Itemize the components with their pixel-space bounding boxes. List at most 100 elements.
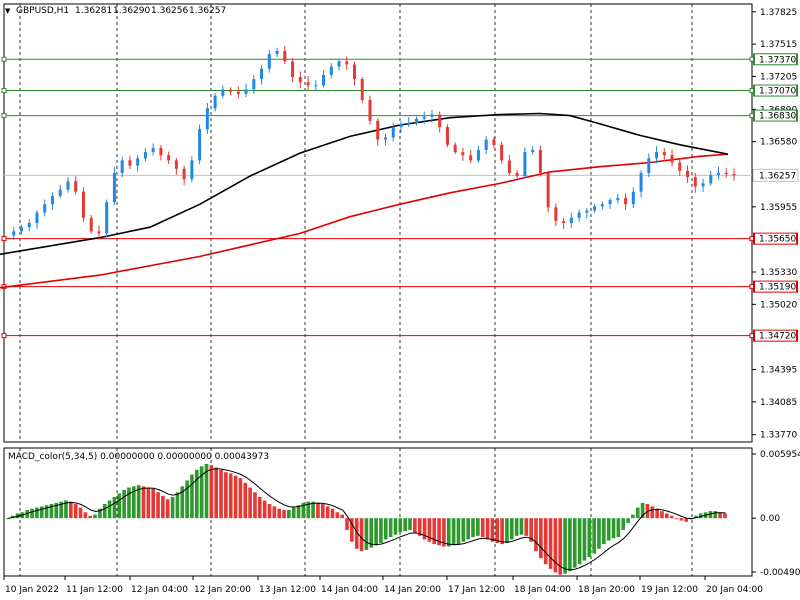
candle-body: [43, 204, 47, 213]
macd-bar: [524, 518, 529, 536]
macd-bar: [296, 505, 301, 519]
candle-body: [445, 127, 449, 145]
candle-body: [205, 108, 209, 130]
macd-bar: [224, 472, 228, 519]
macd-bar: [25, 509, 30, 519]
y-tick-label: 1.34085: [760, 398, 797, 408]
macd-bar: [490, 518, 495, 542]
header-symbol: GBPUSD,H1: [16, 6, 69, 16]
candle-body: [190, 160, 194, 180]
macd-bar: [684, 518, 689, 522]
macd-bar: [456, 518, 461, 545]
macd-bar: [568, 518, 572, 572]
macd-bar: [432, 518, 437, 545]
resistance-level-handle[interactable]: [1, 113, 7, 119]
macd-bar: [626, 518, 630, 523]
x-tick-label: 20 Jan 04:00: [706, 585, 763, 595]
macd-bar: [257, 496, 262, 519]
macd-bar: [325, 506, 330, 519]
macd-bar: [228, 473, 233, 519]
candle-body: [174, 160, 178, 169]
candle-body: [35, 212, 39, 223]
macd-bar: [413, 518, 417, 533]
candle-body: [678, 162, 682, 171]
macd-bar: [146, 487, 151, 519]
header-low: 1.36256: [151, 6, 188, 16]
support-level-handle[interactable]: [1, 333, 7, 339]
macd-bar: [83, 512, 88, 519]
macd-bar: [88, 515, 93, 519]
candle-body: [693, 177, 697, 187]
header-open: 1.36281: [75, 6, 112, 16]
macd-bar: [660, 511, 664, 519]
macd-bar: [631, 514, 635, 519]
macd-y-tick-label: -0.004906: [760, 568, 800, 578]
macd-bar: [175, 492, 180, 519]
macd-bar: [539, 518, 543, 559]
support-level-label-box: [755, 233, 796, 244]
resistance-level-handle[interactable]: [1, 88, 7, 94]
y-tick-label: 1.33770: [760, 431, 797, 441]
macd-bar: [330, 508, 335, 519]
candle-body: [337, 61, 341, 67]
candle-body: [476, 150, 480, 161]
resistance-level-label: 1.37070: [759, 87, 796, 97]
x-tick-label: 17 Jan 12:00: [448, 585, 505, 595]
candle-body: [252, 79, 256, 90]
candle-body: [136, 158, 140, 166]
support-level-handle[interactable]: [1, 236, 7, 242]
candle-body: [275, 50, 279, 55]
macd-bar: [446, 518, 451, 547]
y-tick-label: 1.37205: [760, 72, 797, 82]
header-collapse-icon[interactable]: ▼: [5, 7, 11, 15]
candle-body: [260, 68, 264, 80]
candle-body: [236, 91, 240, 94]
macd-bar: [272, 506, 277, 519]
candle-body: [701, 183, 705, 187]
candle-body: [345, 61, 349, 65]
candle-body: [546, 172, 550, 208]
candle-body: [639, 172, 643, 192]
macd-bar: [723, 513, 727, 519]
macd-bar: [718, 512, 722, 519]
candle-body: [647, 158, 651, 173]
candle-body: [221, 89, 225, 96]
candle-body: [50, 195, 54, 205]
macd-bar: [73, 504, 78, 519]
candle-body: [112, 172, 116, 203]
macd-bar: [102, 504, 107, 519]
macd-bar: [466, 518, 470, 540]
candle-body: [182, 168, 186, 180]
macd-y-tick-label: 0.0059544: [760, 450, 800, 460]
support-level-label: 1.35190: [759, 283, 796, 293]
candle-body: [569, 217, 573, 223]
candle-body: [655, 152, 659, 159]
candle-body: [608, 200, 612, 205]
candle-body: [298, 77, 302, 83]
macd-bar: [534, 518, 538, 552]
macd-bar: [403, 518, 407, 532]
macd-bar: [582, 518, 587, 561]
macd-bar: [127, 487, 131, 519]
x-tick-label: 14 Jan 04:00: [321, 585, 378, 595]
macd-bar: [597, 518, 601, 549]
macd-bar: [209, 465, 214, 519]
macd-bar: [679, 518, 684, 521]
candle-body: [492, 139, 496, 145]
macd-bar: [199, 466, 204, 519]
candle-body: [624, 197, 628, 205]
resistance-level-handle[interactable]: [1, 56, 7, 62]
candle-body: [143, 152, 147, 159]
candle-body: [585, 210, 589, 213]
macd-bar: [30, 508, 34, 519]
macd-bar: [364, 518, 369, 551]
macd-bar: [674, 518, 679, 520]
macd-bar: [98, 508, 102, 519]
candle-body: [531, 150, 535, 153]
candle-body: [97, 231, 101, 234]
macd-bar: [650, 506, 655, 519]
macd-bar: [335, 512, 340, 519]
macd-bar: [427, 518, 432, 542]
candle-body: [484, 139, 488, 150]
